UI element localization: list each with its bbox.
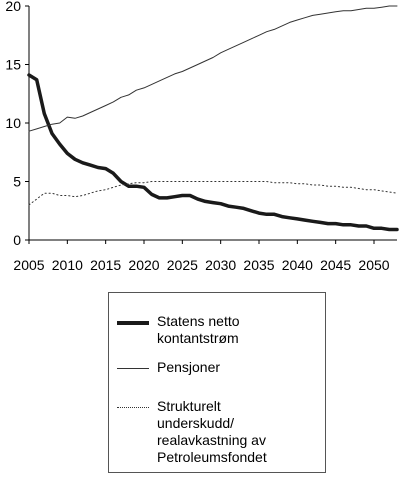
legend-label: Pensjoner <box>157 359 322 376</box>
legend-label-line: Statens netto <box>157 313 240 329</box>
legend-label-line: kontantstrøm <box>157 330 239 346</box>
series-line-pensjoner <box>28 5 398 132</box>
legend-label-line: realavkastning av <box>157 432 266 448</box>
chart-axes: 0 5 10 15 20 2005 2010 2015 2020 2025 2030 2035 2040… <box>5 0 397 273</box>
chart-series-layer <box>27 5 399 232</box>
y-tick-label: 20 <box>5 0 21 14</box>
series-line-statens-netto-kontantstrom <box>27 73 399 232</box>
legend-label: Statens netto kontantstrøm <box>157 313 322 347</box>
legend-label: Strukturelt underskudd/ realavkastning a… <box>157 398 322 466</box>
legend-swatch-dotted-line <box>117 407 149 408</box>
y-tick-label: 5 <box>13 174 21 190</box>
y-tick-label: 0 <box>13 232 21 248</box>
x-tick-label: 2010 <box>52 257 83 273</box>
legend-swatch-thick-line <box>117 321 149 325</box>
x-tick-label: 2035 <box>243 257 274 273</box>
chart-legend: Statens netto kontantstrøm Pensjoner Str… <box>108 292 326 473</box>
line-chart: 0 5 10 15 20 2005 2010 2015 2020 2025 2030 2035 2040… <box>5 0 399 273</box>
x-tick-label: 2025 <box>167 257 198 273</box>
x-tick-label: 2015 <box>90 257 121 273</box>
y-tick-label: 10 <box>5 115 21 131</box>
series-line-strukturelt-underskudd <box>28 181 398 206</box>
x-tick-label: 2030 <box>205 257 236 273</box>
legend-label-line: Pensjoner <box>157 359 221 375</box>
y-tick-label: 15 <box>5 57 21 73</box>
x-tick-label: 2005 <box>13 257 44 273</box>
legend-label-line: Petroleumsfondet <box>157 449 267 465</box>
x-tick-label: 2050 <box>358 257 389 273</box>
legend-label-line: Strukturelt <box>157 398 221 414</box>
x-tick-label: 2020 <box>128 257 159 273</box>
legend-swatch-thin-line <box>117 368 149 369</box>
x-tick-label: 2045 <box>320 257 351 273</box>
legend-label-line: underskudd/ <box>157 415 235 431</box>
x-tick-label: 2040 <box>282 257 313 273</box>
